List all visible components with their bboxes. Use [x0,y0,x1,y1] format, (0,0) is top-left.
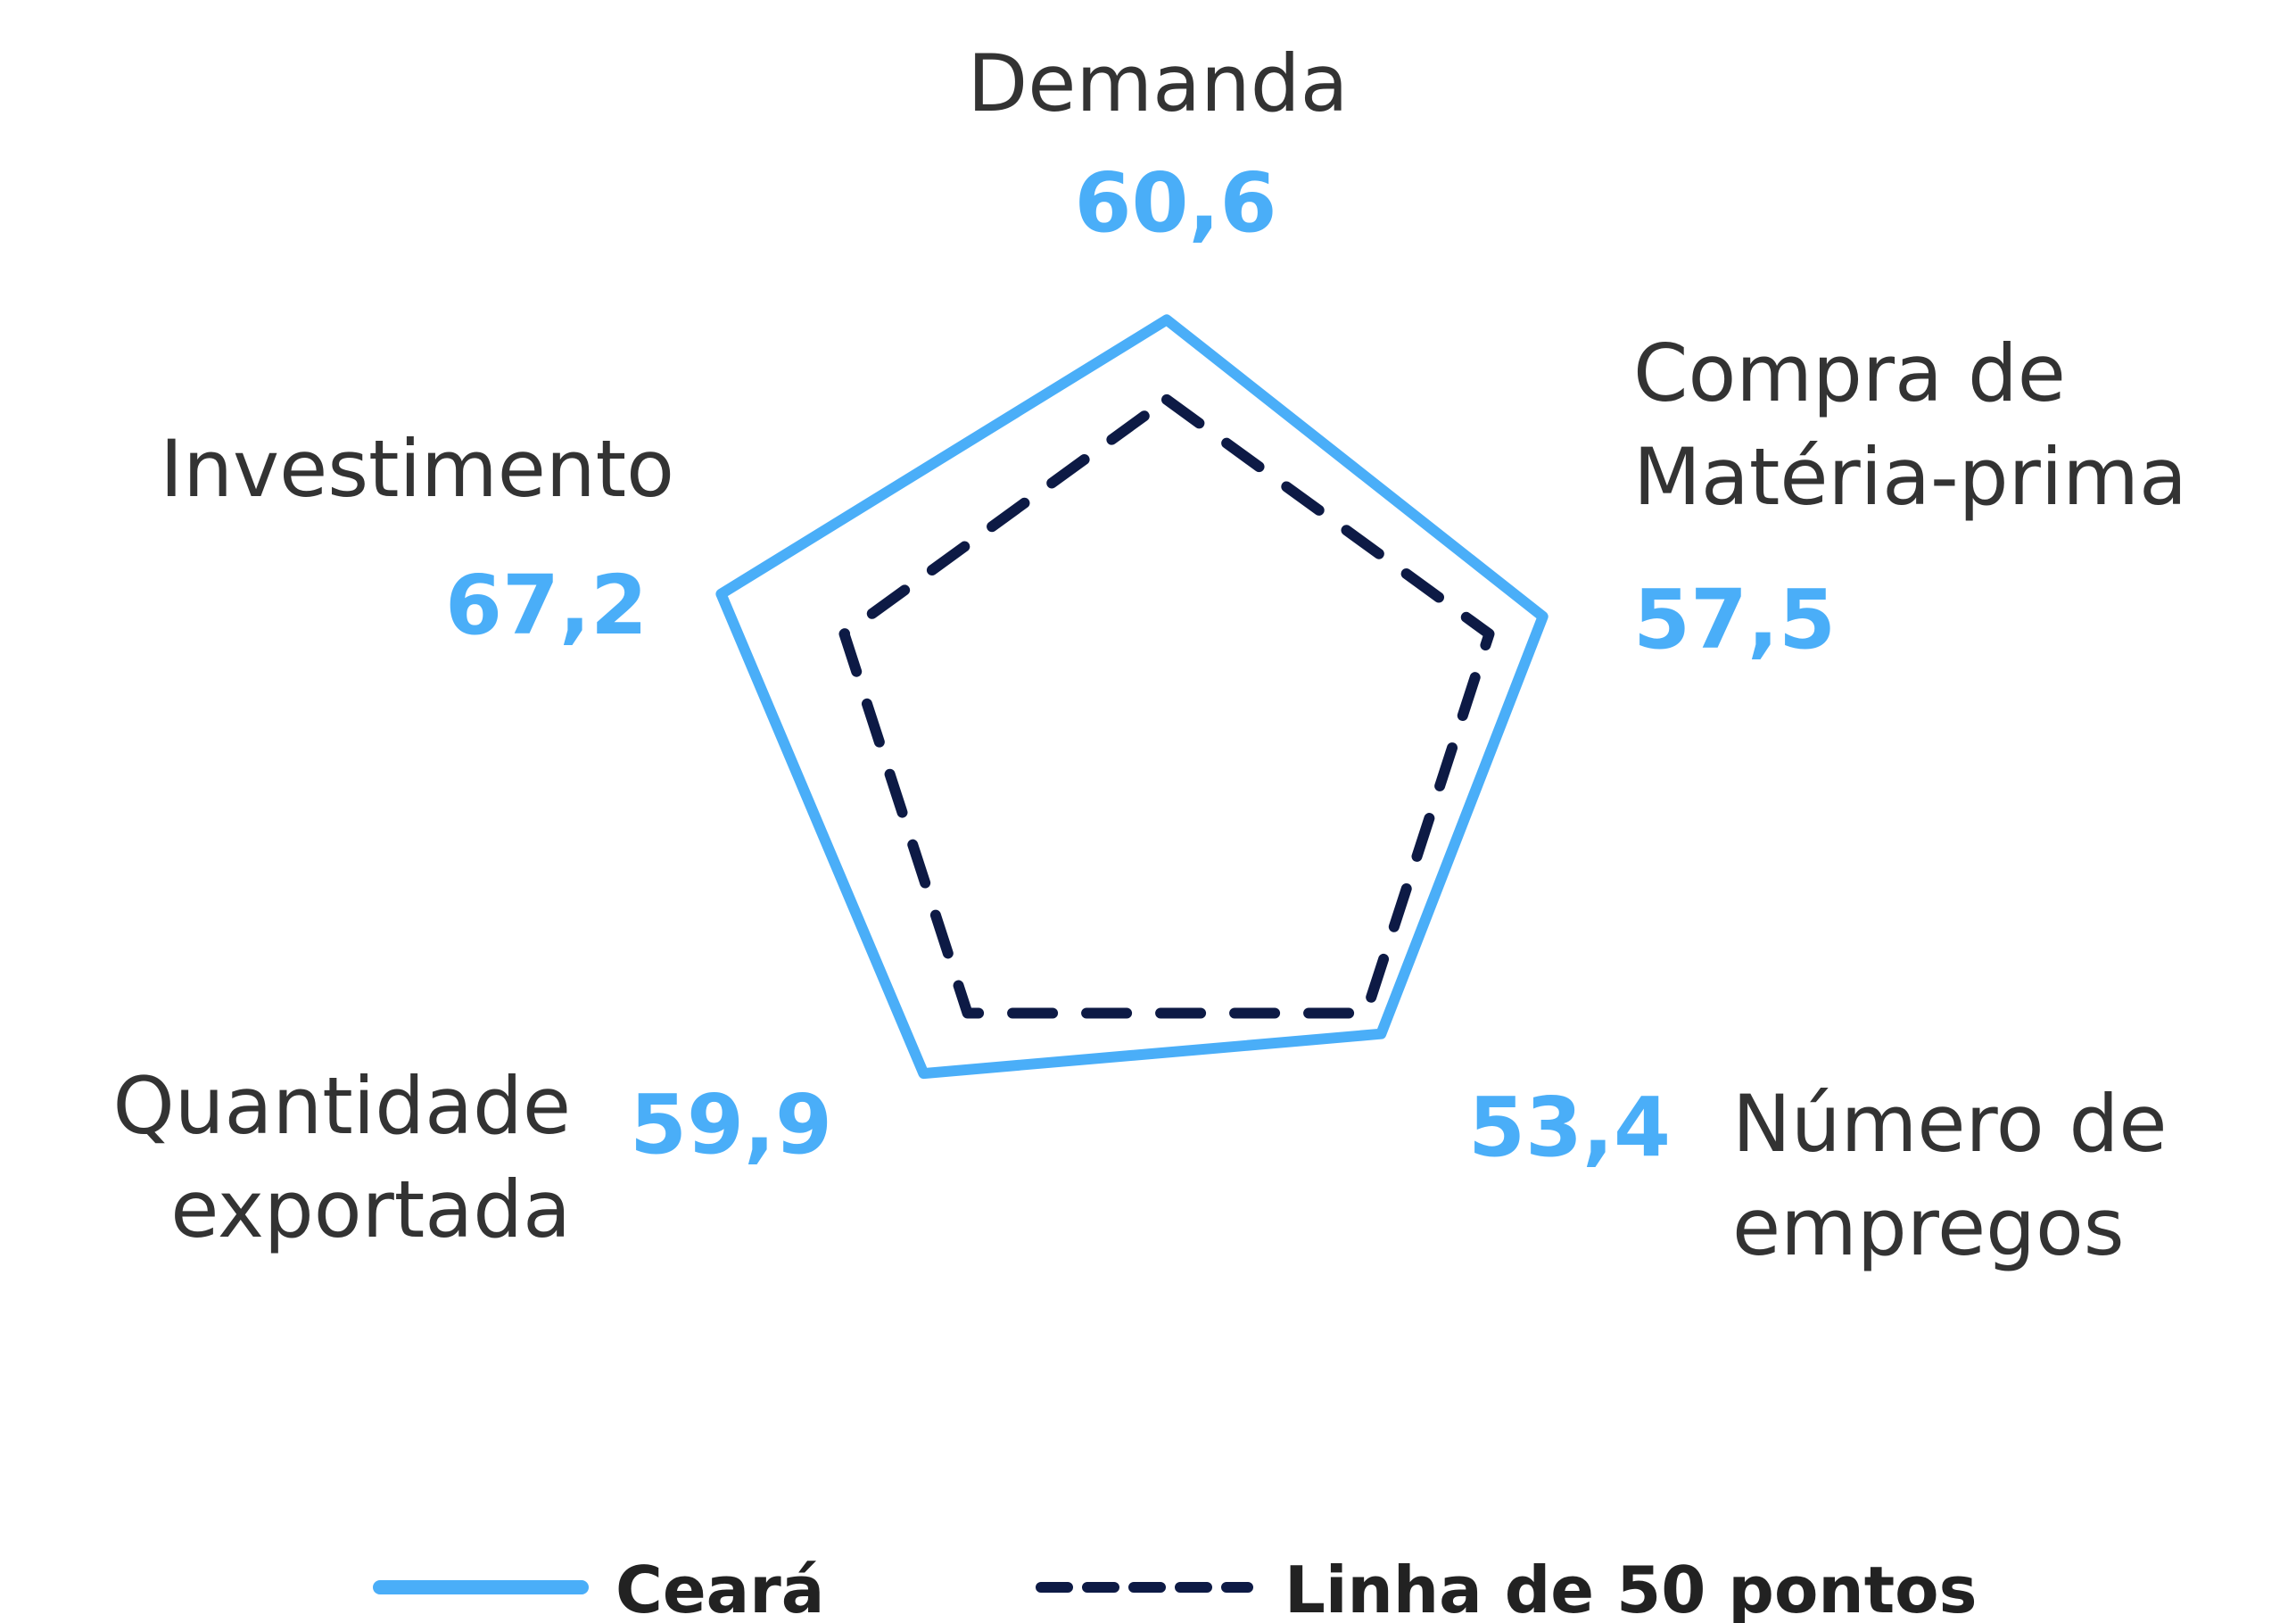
category-label: Demanda [967,37,1348,129]
category-label: Matéria-prima [1633,431,2187,523]
category-label: Compra de [1633,327,2066,419]
value-label: 57,5 [1633,572,1836,667]
value-label: 60,6 [1075,155,1277,251]
series-line [715,314,1549,1080]
legend-label: Ceará [615,1553,824,1623]
category-label: Número de [1732,1078,2168,1170]
value-label: 53,4 [1468,1080,1671,1175]
value-label: 59,9 [630,1077,832,1172]
category-label: exportada [170,1163,571,1255]
category-label: Investimento [160,423,674,515]
category-label: Quantidade [113,1060,571,1152]
category-label: empregos [1732,1181,2125,1273]
series-line [838,393,1495,1019]
legend-label: Linha de 50 pontos [1284,1553,1977,1623]
value-label: 67,2 [445,558,648,653]
